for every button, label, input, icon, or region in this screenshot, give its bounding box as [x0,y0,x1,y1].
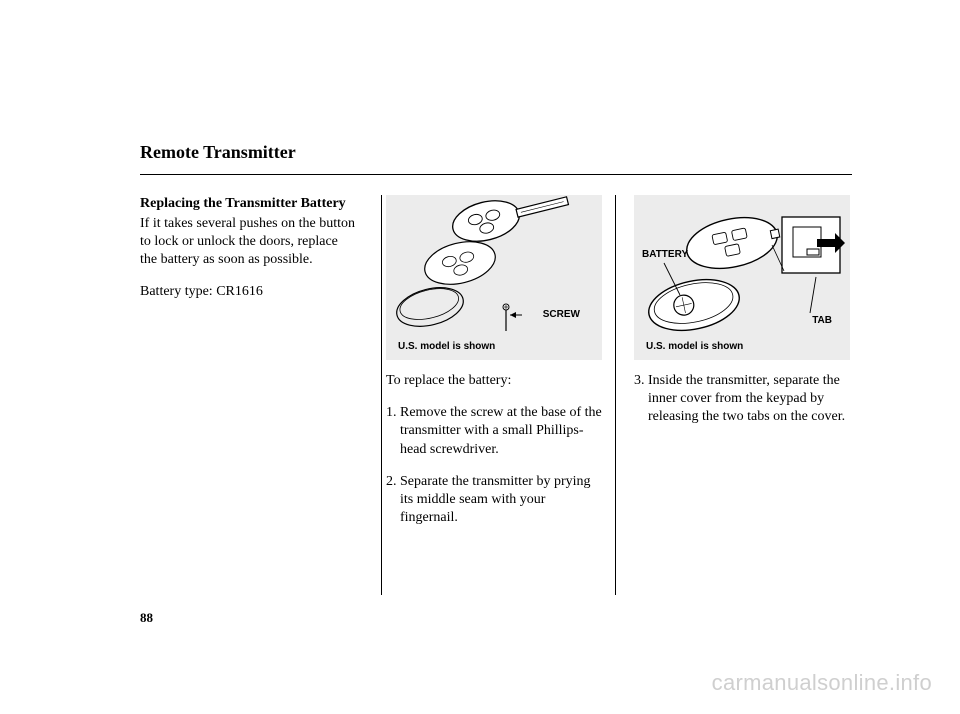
key-disassembly-svg [386,195,602,360]
figure-inner-cover: BATTERY TAB U.S. model is shown [634,195,850,360]
step-1: 1. Remove the screw at the base of the t… [386,404,604,459]
para-battery-type: Battery type: CR1616 [140,283,358,301]
column-2: SCREW U.S. model is shown To replace the… [376,195,622,595]
para-intro: If it takes several pushes on the button… [140,215,358,270]
watermark: carmanualsonline.info [712,670,932,696]
column-3: BATTERY TAB U.S. model is shown 3. Insid… [622,195,852,595]
label-battery: BATTERY [642,249,688,260]
inner-cover-svg [634,195,850,360]
subheading-replacing-battery: Replacing the Transmitter Battery [140,195,358,213]
intro-to-replace: To replace the battery: [386,372,604,390]
columns: Replacing the Transmitter Battery If it … [140,195,852,595]
figure-key-disassembly: SCREW U.S. model is shown [386,195,602,360]
page-title: Remote Transmitter [140,142,296,163]
label-tab: TAB [812,315,832,326]
title-rule [140,174,852,175]
step-3: 3. Inside the transmitter, separate the … [634,372,852,427]
label-screw: SCREW [543,309,580,320]
figure-caption-1: U.S. model is shown [398,341,495,352]
page-number: 88 [140,610,153,626]
step-2: 2. Separate the transmitter by prying it… [386,473,604,528]
figure-caption-2: U.S. model is shown [646,341,743,352]
column-1: Replacing the Transmitter Battery If it … [140,195,376,595]
page: Remote Transmitter Replacing the Transmi… [0,0,960,714]
